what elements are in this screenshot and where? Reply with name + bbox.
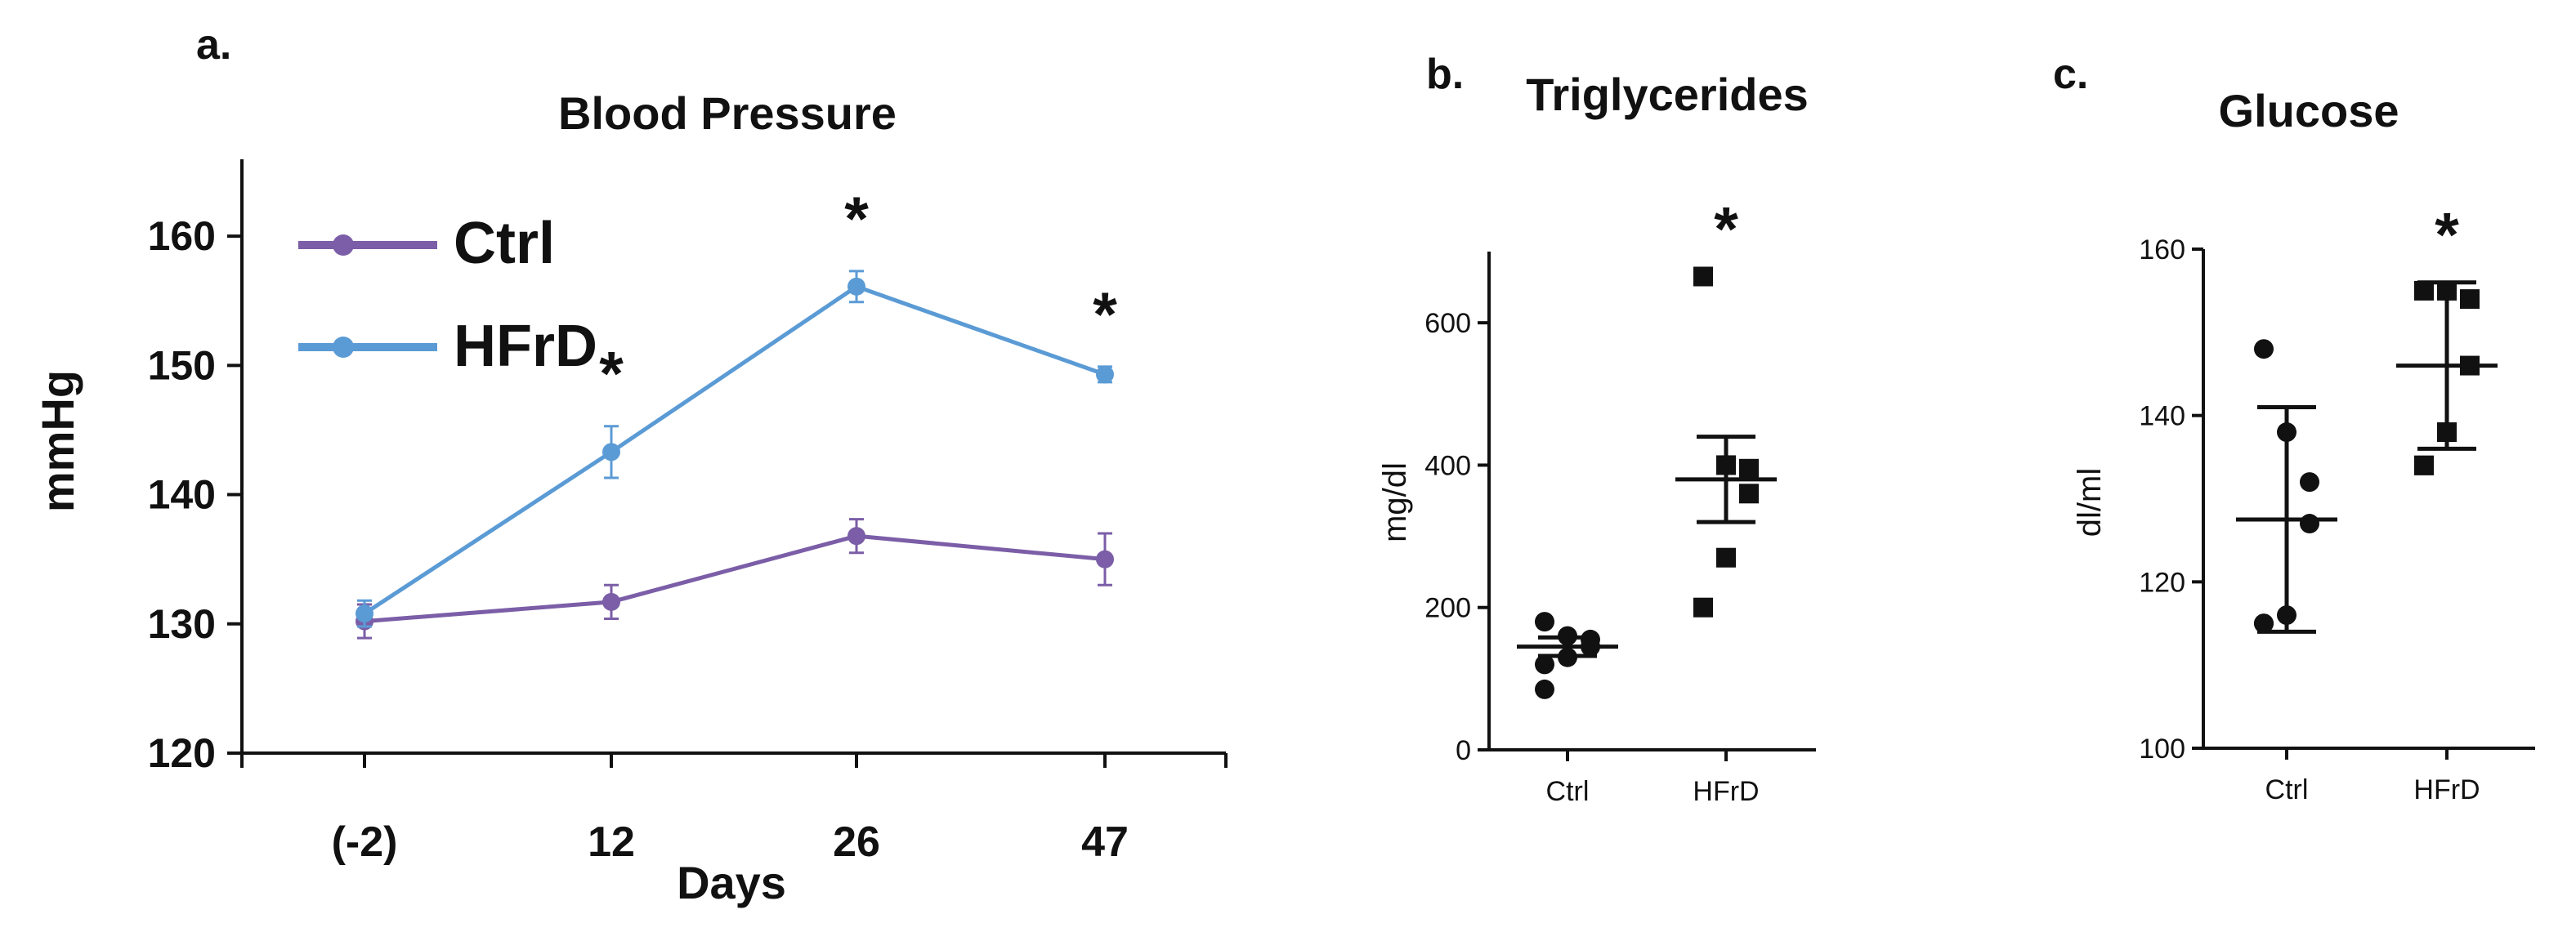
x-axis-ticks: (-2) 12 26 47 — [332, 818, 1129, 866]
x-tick-label: Ctrl — [2265, 774, 2309, 805]
data-point-hfrd — [602, 443, 620, 462]
data-point-hfrd — [1096, 365, 1114, 384]
x-tick-label: Ctrl — [1546, 776, 1590, 807]
x-axis-ticks: Ctrl HFrD — [2265, 774, 2480, 805]
y-tick-label: 100 — [2139, 734, 2185, 765]
legend: Ctrl HFrD — [298, 211, 597, 379]
chart-title: Glucose — [2219, 85, 2399, 136]
significance-star: * — [1714, 195, 1738, 265]
significance-star: * — [2435, 201, 2459, 270]
data-point-hfrd — [847, 277, 865, 296]
y-axis-ticks: 120 130 140 150 160 — [148, 213, 216, 776]
data-point-ctrl — [1535, 679, 1554, 699]
x-tick-label: (-2) — [332, 818, 398, 866]
significance-star: * — [599, 340, 624, 409]
y-tick-label: 160 — [2139, 234, 2185, 265]
significance-annotations: * — [1714, 195, 1738, 265]
data-points — [1517, 266, 1777, 699]
data-points — [2236, 280, 2498, 634]
y-axis-ticks: 100 120 140 160 — [2139, 234, 2185, 765]
series-line-hfrd — [363, 284, 1106, 616]
data-point-hfrd — [356, 604, 373, 623]
data-point-hfrd — [1693, 266, 1713, 287]
y-axis-ticks: 0 200 400 600 — [1424, 308, 1471, 766]
y-tick-label: 200 — [1424, 593, 1471, 624]
data-point-ctrl — [1558, 647, 1577, 667]
data-point-ctrl — [602, 592, 620, 611]
y-tick-label: 140 — [2139, 401, 2185, 432]
data-point-ctrl — [1581, 636, 1600, 657]
y-tick-label: 140 — [148, 472, 216, 518]
chart-title: Blood Pressure — [558, 87, 897, 139]
plot-series — [356, 270, 1114, 640]
x-tick-label: 12 — [588, 818, 635, 866]
data-point-hfrd — [2414, 455, 2434, 475]
significance-star: * — [1093, 280, 1117, 350]
x-tick-label: HFrD — [2413, 774, 2480, 805]
data-point-ctrl — [2277, 422, 2296, 443]
y-axis-label: dl/ml — [2072, 468, 2108, 537]
data-point-ctrl — [1558, 626, 1577, 646]
data-point-ctrl — [2254, 613, 2274, 634]
data-point-ctrl — [2300, 514, 2319, 534]
series-line-ctrl — [364, 533, 1106, 624]
data-point-hfrd — [2437, 422, 2457, 443]
significance-annotations: * — [2435, 201, 2459, 270]
panel-a-label: a. — [196, 21, 231, 69]
chart-title: Triglycerides — [1526, 69, 1809, 120]
data-point-hfrd — [1716, 547, 1736, 568]
data-point-ctrl — [847, 527, 865, 546]
y-tick-label: 130 — [148, 601, 216, 647]
x-tick-label: 47 — [1081, 818, 1129, 866]
legend-marker-hfrd — [333, 337, 354, 358]
y-tick-label: 400 — [1424, 450, 1471, 481]
y-tick-label: 120 — [2139, 567, 2185, 598]
data-point-hfrd — [2460, 355, 2480, 376]
panel-c-glucose: c. Glucose dl/ml 100 120 140 160 Ctrl HF… — [2053, 51, 2535, 805]
data-point-ctrl — [1096, 550, 1114, 569]
data-point-ctrl — [2254, 339, 2274, 359]
y-tick-label: 150 — [148, 342, 216, 388]
x-tick-label: 26 — [833, 818, 880, 866]
legend-label-ctrl: Ctrl — [454, 211, 555, 276]
legend-label-hfrd: HFrD — [454, 314, 597, 379]
x-axis-ticks: Ctrl HFrD — [1546, 776, 1760, 807]
data-point-hfrd — [1716, 455, 1736, 475]
y-tick-label: 160 — [148, 213, 216, 259]
data-point-hfrd — [1739, 458, 1759, 479]
y-axis-label: mmHg — [32, 370, 83, 512]
x-tick-label: HFrD — [1693, 776, 1759, 807]
panel-b-label: b. — [1426, 51, 1464, 98]
y-tick-label: 120 — [148, 730, 216, 776]
data-point-ctrl — [2300, 472, 2319, 493]
significance-star: * — [844, 185, 869, 254]
panel-c-label: c. — [2053, 51, 2088, 98]
panel-b-triglycerides: b. Triglycerides mg/dl 0 200 400 600 Ctr… — [1377, 51, 1816, 807]
y-tick-label: 0 — [1456, 735, 1471, 766]
data-point-ctrl — [1535, 654, 1554, 675]
data-point-hfrd — [2460, 289, 2480, 310]
y-axis-label: mg/dl — [1377, 462, 1413, 542]
data-point-hfrd — [2414, 280, 2434, 301]
data-point-hfrd — [1693, 597, 1713, 618]
significance-annotations: * * * — [599, 185, 1117, 409]
data-point-ctrl — [1535, 612, 1554, 632]
legend-marker-ctrl — [333, 234, 354, 256]
y-tick-label: 600 — [1424, 308, 1471, 339]
data-point-ctrl — [2277, 605, 2296, 626]
data-point-hfrd — [1739, 484, 1759, 504]
panel-a-blood-pressure: a. Blood Pressure mmHg Days 120 130 140 … — [32, 21, 1228, 908]
x-axis-label: Days — [677, 857, 786, 908]
data-point-hfrd — [2437, 280, 2457, 301]
